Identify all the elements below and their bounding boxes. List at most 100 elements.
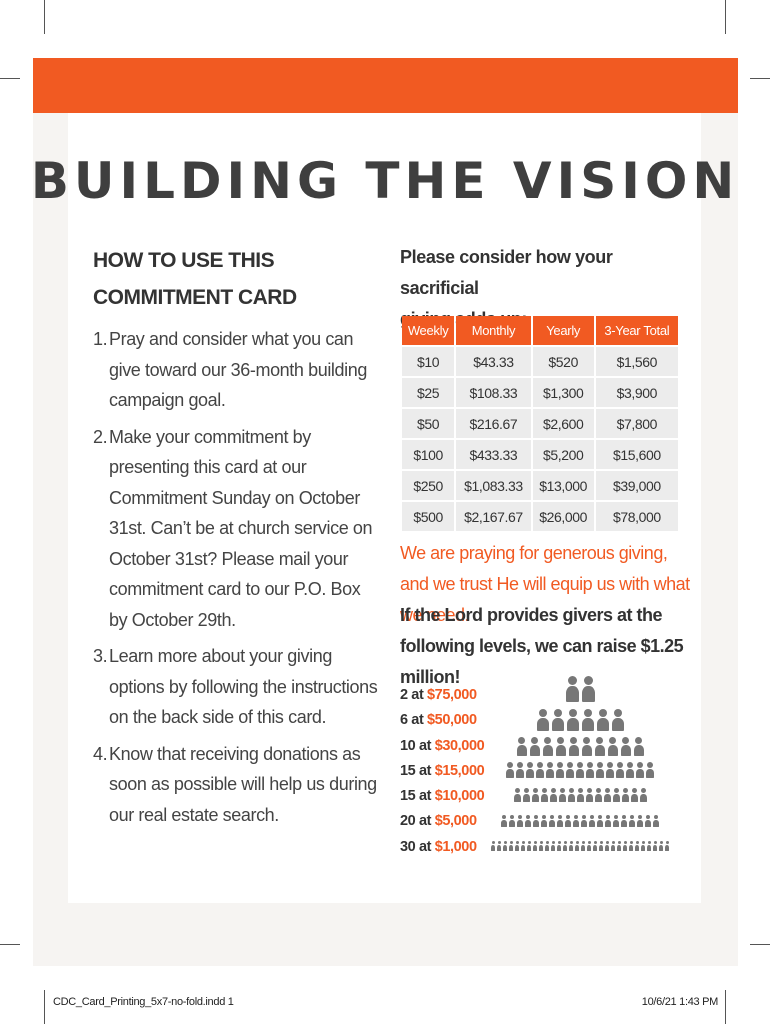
- person-icon: [645, 815, 651, 827]
- print-timestamp: 10/6/21 1:43 PM: [641, 996, 719, 1008]
- cell-weekly: $25: [402, 378, 455, 407]
- person-icon: [620, 737, 631, 756]
- cell-yearly: $13,000: [532, 471, 594, 500]
- how-to-heading-line2: COMMITMENT CARD: [93, 286, 297, 309]
- level-item: 30 at $1,000: [400, 839, 484, 864]
- person-icon: [605, 815, 611, 827]
- giver-row: [535, 709, 625, 731]
- cell-weekly: $250: [402, 471, 455, 500]
- person-icon: [581, 709, 594, 731]
- level-amount: $75,000: [427, 687, 477, 703]
- person-icon: [549, 788, 557, 802]
- person-icon: [575, 841, 579, 851]
- level-item: 20 at $5,000: [400, 813, 484, 838]
- person-icon: [536, 709, 549, 731]
- person-icon: [636, 762, 644, 778]
- person-icon: [626, 762, 634, 778]
- step-text: Learn more about your giving options by …: [109, 646, 378, 727]
- person-icon: [593, 841, 597, 851]
- level-count: 15 at: [400, 762, 435, 779]
- step-number: 4.: [93, 743, 108, 764]
- person-icon: [536, 762, 544, 778]
- person-icon: [603, 788, 611, 802]
- person-icon: [653, 841, 657, 851]
- level-amount: $1,000: [434, 838, 477, 855]
- person-icon: [565, 815, 571, 827]
- person-icon: [568, 737, 579, 756]
- person-icon: [581, 841, 585, 851]
- how-to-heading: HOW TO USE THIS COMMITMENT CARD: [93, 242, 353, 316]
- person-icon: [594, 737, 605, 756]
- page-title: BUILDING THE VISION: [30, 152, 740, 210]
- crop-mark: [725, 0, 726, 34]
- step-text: Pray and consider what you can give towa…: [109, 329, 367, 410]
- step-item: 3. Learn more about your giving options b…: [93, 641, 383, 733]
- step-number: 1.: [93, 329, 108, 349]
- person-icon: [545, 841, 549, 851]
- person-icon: [522, 788, 530, 802]
- giver-row: [564, 676, 596, 702]
- step-item: 2. Make your commitment by presenting thi…: [93, 422, 383, 636]
- person-icon: [611, 709, 624, 731]
- cell-3-year-total: $7,800: [595, 409, 678, 438]
- level-item: 15 at $10,000: [400, 788, 485, 813]
- person-icon: [576, 788, 584, 802]
- giving-levels: 2 at $75,000 6 at $50,000 10 at $30,000 …: [400, 687, 485, 864]
- column-header-monthly: Monthly: [456, 316, 531, 345]
- giver-row: [515, 737, 645, 756]
- cell-3-year-total: $3,900: [595, 378, 678, 407]
- person-icon: [569, 841, 573, 851]
- person-icon: [551, 709, 564, 731]
- person-icon: [581, 815, 587, 827]
- cell-yearly: $5,200: [532, 440, 594, 469]
- person-icon: [501, 815, 507, 827]
- level-item: 2 at $75,000: [400, 687, 484, 712]
- steps-list: 1. Pray and consider what you can give to…: [93, 324, 383, 836]
- person-icon: [629, 841, 633, 851]
- person-icon: [531, 788, 539, 802]
- person-icon: [556, 762, 564, 778]
- crop-mark: [0, 944, 20, 945]
- person-icon: [516, 762, 524, 778]
- person-icon: [497, 841, 501, 851]
- level-count: 2 at: [400, 687, 428, 703]
- file-name: CDC_Card_Printing_5x7-no-fold.indd 1: [53, 996, 234, 1008]
- cell-monthly: $43.33: [456, 347, 531, 376]
- person-icon: [586, 762, 594, 778]
- level-count: 30 at: [400, 838, 435, 855]
- cell-yearly: $1,300: [532, 378, 594, 407]
- person-icon: [596, 709, 609, 731]
- person-icon: [629, 815, 635, 827]
- step-item: 1. Pray and consider what you can give to…: [93, 324, 383, 416]
- column-header-3-year-total: 3-Year Total: [595, 316, 678, 345]
- person-icon: [565, 676, 579, 702]
- card-panel: [68, 113, 701, 903]
- person-icon: [521, 841, 525, 851]
- person-icon: [623, 841, 627, 851]
- level-count: 15 at: [400, 788, 435, 805]
- step-number: 3.: [93, 646, 108, 666]
- level-count: 6 at: [400, 712, 428, 729]
- cell-monthly: $1,083.33: [456, 471, 531, 500]
- person-icon: [611, 841, 615, 851]
- cell-3-year-total: $39,000: [595, 471, 678, 500]
- person-icon: [581, 676, 595, 702]
- person-icon: [503, 841, 507, 851]
- person-icon: [605, 841, 609, 851]
- person-icon: [617, 841, 621, 851]
- person-icon: [606, 762, 614, 778]
- person-icon: [639, 788, 647, 802]
- person-icon: [549, 815, 555, 827]
- level-item: 6 at $50,000: [400, 712, 484, 737]
- praying-text: We are praying for generous giving, and …: [400, 543, 690, 625]
- crop-mark: [725, 990, 726, 1024]
- step-text: Know that receiving donations as soon as…: [109, 743, 377, 825]
- person-icon: [597, 815, 603, 827]
- level-amount: $30,000: [434, 737, 485, 754]
- crop-mark: [44, 990, 45, 1024]
- cell-3-year-total: $1,560: [595, 347, 678, 376]
- person-icon: [613, 815, 619, 827]
- giver-row: [490, 841, 670, 851]
- person-icon: [509, 815, 515, 827]
- person-icon: [566, 709, 579, 731]
